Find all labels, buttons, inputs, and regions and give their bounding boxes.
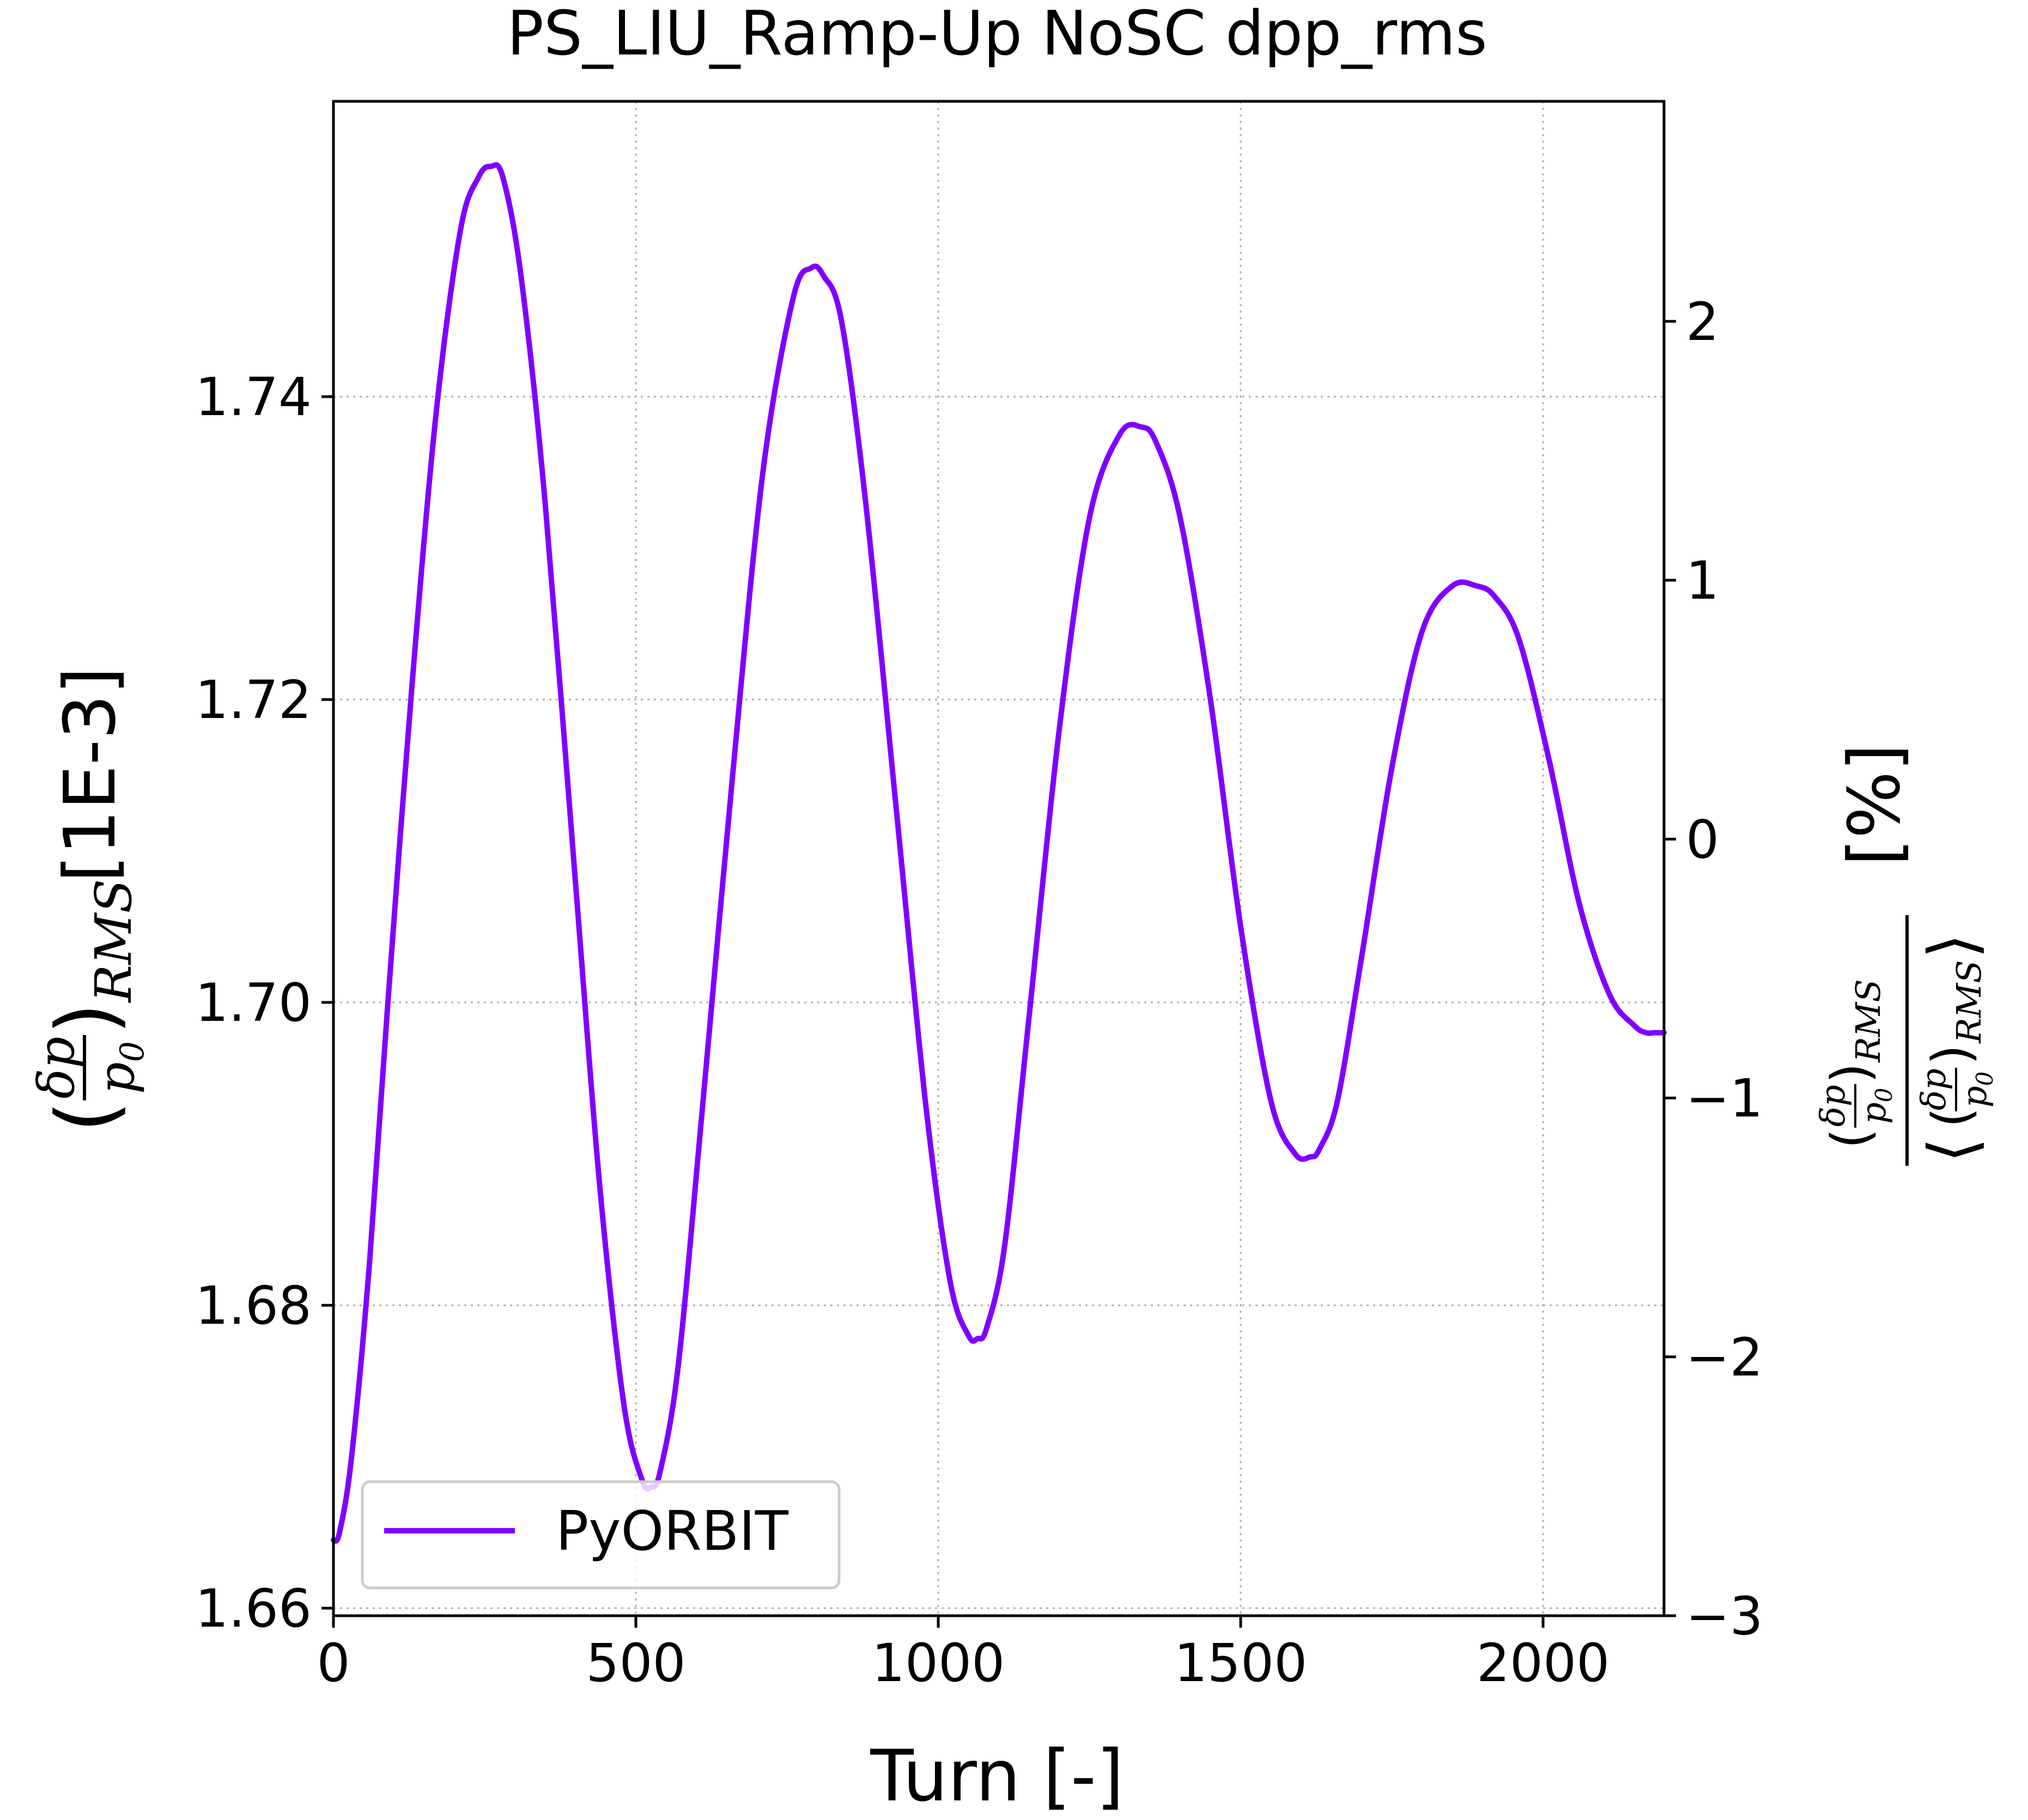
y2-axis-label: ( δp p0 ) RMS ⟨ ( δp p0 ) RMS ⟩ [%] — [1813, 744, 1998, 1166]
y2-axis-label-den-paren-left: ( — [1921, 1107, 1982, 1128]
y2-axis-label-num-delta: δp — [1813, 1085, 1853, 1127]
x-tick-label: 1000 — [872, 1633, 1005, 1694]
y-axis-left: 1.66 1.68 1.70 1.72 1.74 — [195, 367, 333, 1639]
x-tick-label: 500 — [586, 1633, 685, 1694]
x-tick-label: 2000 — [1477, 1633, 1610, 1694]
y-axis-right: −3 −2 −1 0 1 2 — [1664, 291, 1763, 1647]
y2-axis-label-den-p0: p0 — [1954, 1072, 1998, 1107]
series-line-pyorbit — [331, 162, 1667, 1544]
y2-axis-label-num-p0: p0 — [1854, 1088, 1897, 1124]
y2-tick-label: 2 — [1686, 291, 1719, 352]
y2-axis-label-den-rms: RMS — [1949, 960, 1989, 1044]
y2-axis-label-angle-right: ⟩ — [1915, 933, 1991, 959]
y2-tick-label: 0 — [1686, 809, 1719, 870]
gridlines — [333, 101, 1664, 1616]
y2-tick-label: −2 — [1686, 1327, 1763, 1388]
y2-axis-label-angle-left: ⟨ — [1915, 1137, 1991, 1163]
y-tick-label: 1.70 — [195, 972, 312, 1033]
x-axis: 0 500 1000 1500 2000 — [317, 1616, 1610, 1694]
y-tick-label: 1.66 — [195, 1578, 312, 1639]
y-axis-label: ( δp p0 ) RMS [1E-3] — [27, 667, 151, 1133]
y-axis-label-numerator: δp — [27, 1037, 86, 1099]
y2-tick-label: 1 — [1686, 550, 1719, 611]
y2-tick-label: −3 — [1686, 1586, 1763, 1647]
plot-area — [331, 162, 1667, 1544]
y2-axis-label-num-rms: RMS — [1848, 979, 1888, 1063]
chart-title: PS_LIU_Ramp-Up NoSC dpp_rms — [507, 0, 1487, 69]
y-axis-label-paren-right: ) — [39, 1003, 134, 1035]
y2-tick-label: −1 — [1686, 1068, 1763, 1129]
y-tick-label: 1.74 — [195, 367, 312, 428]
y2-axis-label-paren-left: ( — [1820, 1128, 1881, 1148]
legend-box — [361, 1480, 841, 1590]
y2-axis-label-den-paren-right: ) — [1921, 1045, 1982, 1065]
y2-axis-label-paren-right: ) — [1820, 1063, 1881, 1083]
legend-label-pyorbit: PyORBIT — [556, 1499, 789, 1563]
x-tick-label: 0 — [317, 1633, 350, 1694]
y-tick-label: 1.68 — [195, 1275, 312, 1336]
y-axis-label-paren-left: ( — [39, 1101, 134, 1133]
y2-axis-label-den-delta: δp — [1914, 1068, 1953, 1110]
y-axis-label-subscript: RMS — [84, 879, 143, 1004]
y-tick-label: 1.72 — [195, 669, 312, 731]
x-axis-label: Turn [-] — [870, 1734, 1124, 1817]
y-axis-label-denominator: p0 — [87, 1041, 151, 1094]
x-tick-label: 1500 — [1174, 1633, 1307, 1694]
plot-frame — [332, 100, 1666, 1617]
y-axis-label-unit: [1E-3] — [48, 667, 131, 882]
y2-axis-label-unit: [%] — [1833, 744, 1916, 866]
legend: PyORBIT — [361, 1480, 841, 1590]
